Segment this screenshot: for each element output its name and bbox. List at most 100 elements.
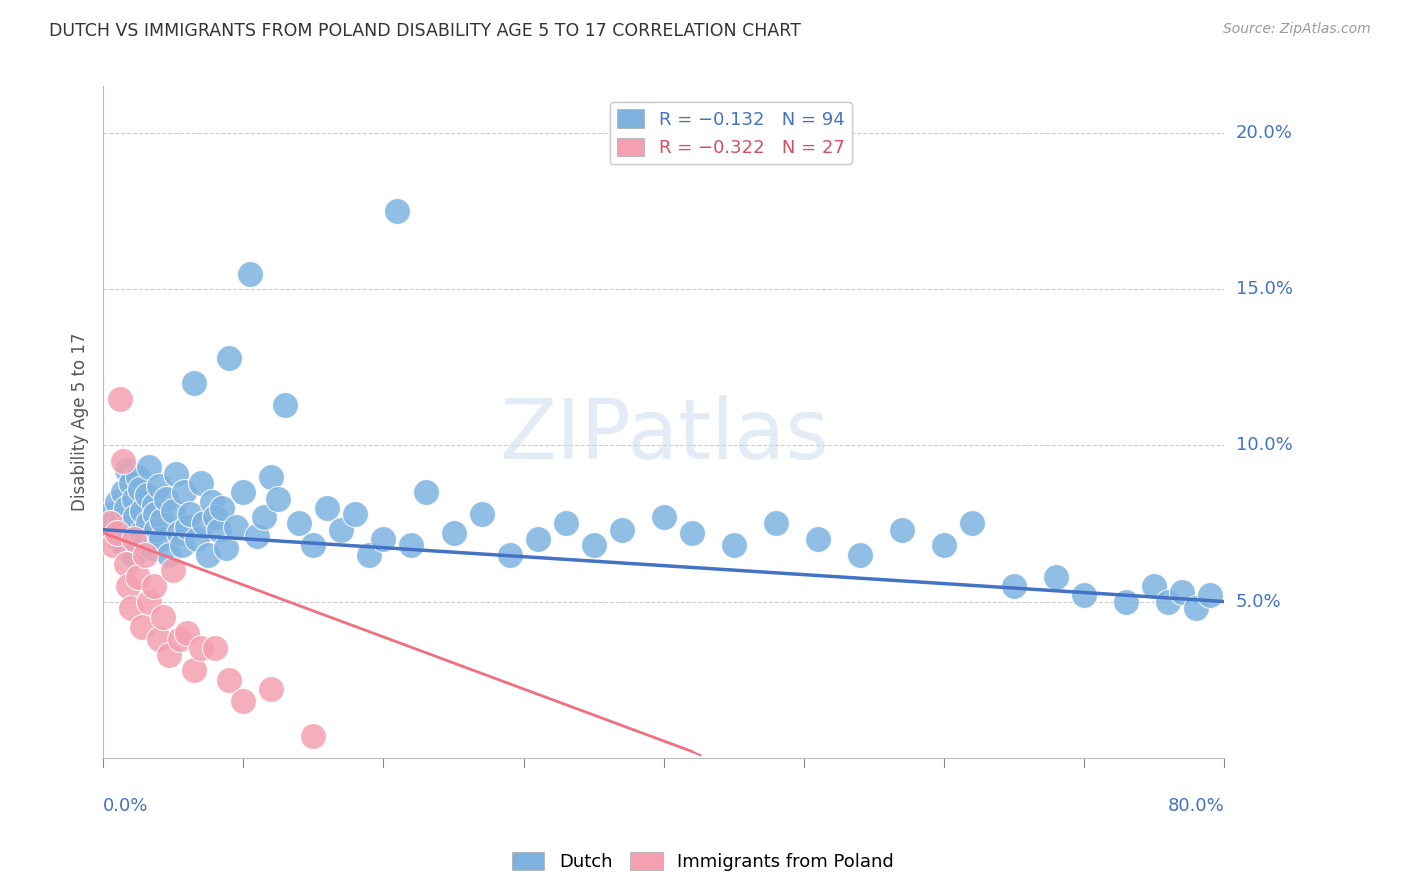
Point: [136, 516, 159, 531]
Point: [148, 479, 170, 493]
Point: [114, 500, 136, 515]
Point: [121, 548, 143, 562]
Point: [120, 475, 142, 490]
Text: ZIPatlas: ZIPatlas: [499, 395, 828, 476]
Point: [118, 529, 141, 543]
Point: [101, 538, 124, 552]
Point: [115, 463, 138, 477]
Point: [849, 548, 872, 562]
Point: [157, 648, 180, 662]
Point: [101, 516, 124, 531]
Point: [122, 532, 145, 546]
Point: [120, 600, 142, 615]
Point: [107, 532, 129, 546]
Text: 0.0%: 0.0%: [103, 797, 149, 814]
Y-axis label: Disability Age 5 to 17: Disability Age 5 to 17: [72, 333, 89, 511]
Point: [131, 619, 153, 633]
Point: [117, 579, 139, 593]
Point: [124, 510, 146, 524]
Point: [1199, 588, 1222, 602]
Point: [134, 548, 156, 562]
Point: [211, 500, 233, 515]
Point: [152, 610, 174, 624]
Point: [169, 632, 191, 646]
Point: [302, 538, 325, 552]
Point: [183, 376, 205, 390]
Point: [891, 523, 914, 537]
Point: [253, 510, 276, 524]
Point: [401, 538, 423, 552]
Point: [112, 538, 135, 552]
Point: [143, 507, 166, 521]
Point: [201, 494, 224, 508]
Point: [723, 538, 745, 552]
Point: [302, 729, 325, 743]
Point: [1185, 600, 1208, 615]
Point: [610, 523, 633, 537]
Point: [98, 507, 121, 521]
Point: [162, 504, 184, 518]
Text: 5.0%: 5.0%: [1236, 592, 1281, 610]
Point: [105, 525, 128, 540]
Point: [142, 579, 165, 593]
Point: [134, 535, 156, 549]
Point: [114, 557, 136, 571]
Point: [138, 460, 160, 475]
Point: [149, 532, 172, 546]
Point: [652, 510, 675, 524]
Point: [105, 494, 128, 508]
Point: [1143, 579, 1166, 593]
Point: [117, 519, 139, 533]
Point: [131, 504, 153, 518]
Point: [239, 267, 262, 281]
Point: [1002, 579, 1025, 593]
Point: [274, 398, 297, 412]
Point: [183, 663, 205, 677]
Point: [225, 519, 247, 533]
Point: [1157, 594, 1180, 608]
Point: [167, 525, 190, 540]
Point: [108, 513, 131, 527]
Point: [204, 510, 226, 524]
Point: [208, 523, 231, 537]
Point: [129, 525, 152, 540]
Point: [190, 641, 212, 656]
Point: [330, 523, 353, 537]
Point: [108, 392, 131, 406]
Text: DUTCH VS IMMIGRANTS FROM POLAND DISABILITY AGE 5 TO 17 CORRELATION CHART: DUTCH VS IMMIGRANTS FROM POLAND DISABILI…: [49, 22, 801, 40]
Point: [186, 532, 208, 546]
Point: [288, 516, 311, 531]
Point: [162, 563, 184, 577]
Point: [122, 491, 145, 506]
Legend: R = −0.132   N = 94, R = −0.322   N = 27: R = −0.132 N = 94, R = −0.322 N = 27: [610, 102, 852, 164]
Point: [127, 569, 149, 583]
Point: [98, 516, 121, 531]
Point: [415, 485, 437, 500]
Point: [111, 454, 134, 468]
Point: [765, 516, 787, 531]
Point: [150, 513, 173, 527]
Point: [170, 538, 193, 552]
Legend: Dutch, Immigrants from Poland: Dutch, Immigrants from Poland: [505, 845, 901, 879]
Point: [142, 498, 165, 512]
Text: 10.0%: 10.0%: [1236, 436, 1292, 454]
Point: [1045, 569, 1067, 583]
Point: [110, 523, 132, 537]
Point: [443, 525, 465, 540]
Text: 15.0%: 15.0%: [1236, 280, 1292, 298]
Point: [215, 541, 238, 556]
Point: [173, 485, 195, 500]
Point: [145, 523, 167, 537]
Point: [218, 351, 240, 365]
Point: [267, 491, 290, 506]
Point: [193, 516, 215, 531]
Point: [471, 507, 494, 521]
Point: [141, 541, 163, 556]
Point: [218, 673, 240, 687]
Point: [359, 548, 381, 562]
Text: 80.0%: 80.0%: [1168, 797, 1225, 814]
Point: [157, 548, 180, 562]
Point: [807, 532, 830, 546]
Text: 20.0%: 20.0%: [1236, 124, 1292, 142]
Point: [111, 485, 134, 500]
